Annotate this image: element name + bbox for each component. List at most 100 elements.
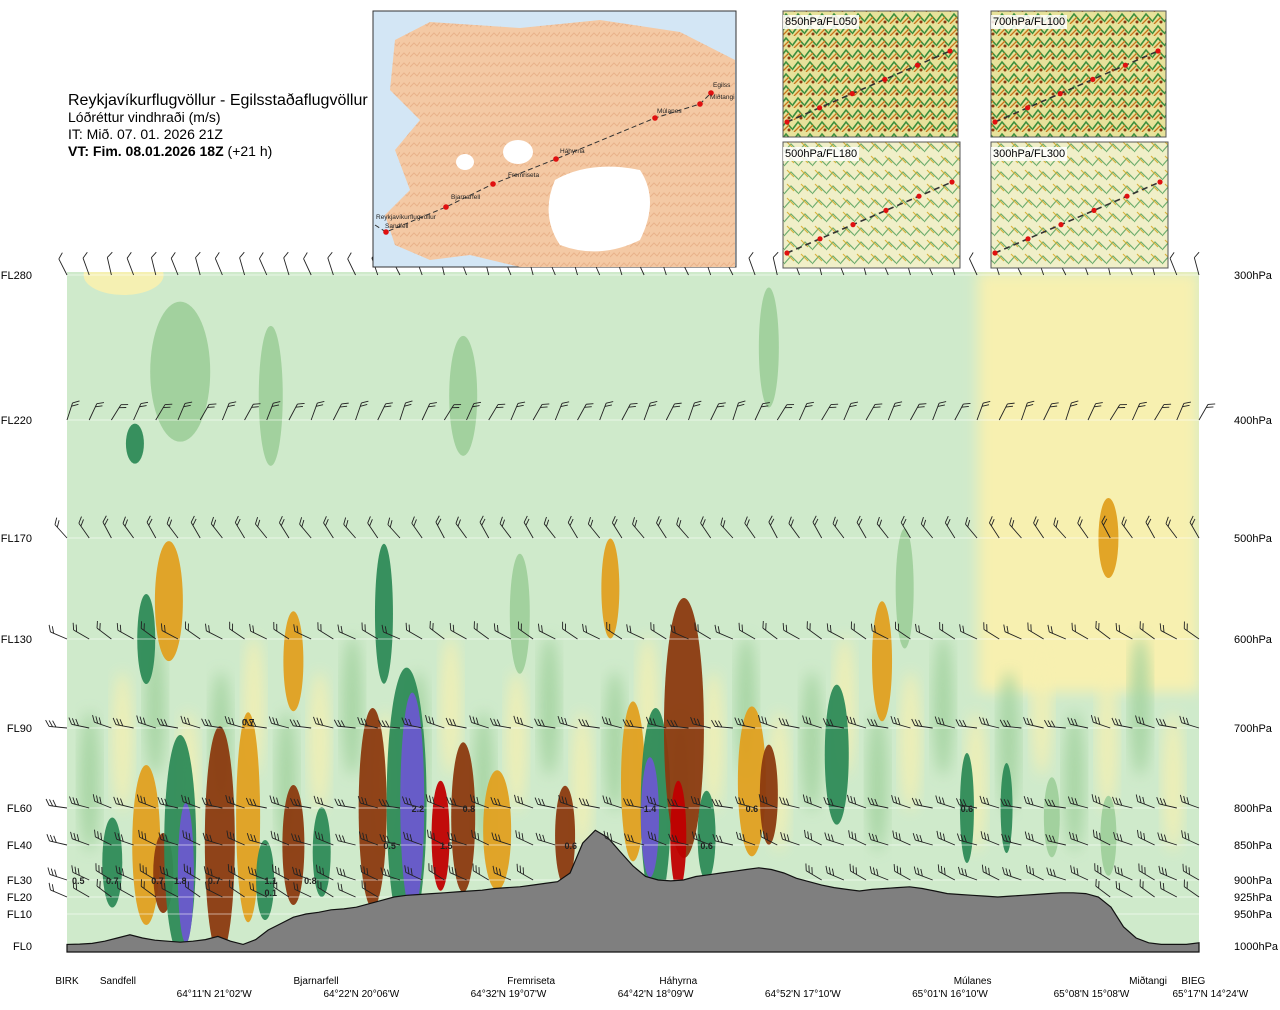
wind-barb-flag [1142,796,1145,805]
wind-barb-flag [1159,718,1163,726]
wind-barb-staff [49,805,68,809]
map-glacier [456,154,474,170]
wind-barb-flag [425,715,428,723]
wind-barb [455,516,467,539]
wind-barb [1095,878,1111,898]
wind-barb-flag [387,517,391,525]
wind-barb-flag [602,795,606,803]
wind-barb-flag [718,720,723,728]
wind-barb-flag [1067,796,1072,804]
wind-barb-flag [515,830,518,838]
wind-barb-flag [978,716,983,724]
wind-barb-staff [214,258,223,276]
field-cell [1031,635,1052,776]
map-glacier [548,166,650,252]
wind-barb-flag [273,401,281,404]
wind-barb-staff [50,631,68,640]
wind-barb [578,718,600,729]
left-axis-label: FL130 [1,634,32,646]
wind-barb-flag [1049,405,1058,408]
wind-barb-flag [878,519,883,527]
wind-barb [532,403,550,421]
wind-barb-flag [160,881,163,889]
wind-barb-staff [49,840,68,846]
wind-barb-flag [606,401,614,404]
wind-barb-flag [143,881,145,889]
wind-barb-flag [1074,624,1076,632]
wind-barb [714,624,734,640]
wind-barb-flag [225,795,228,803]
wind-barb-flag [1155,718,1160,726]
wind-barb-flag [119,882,122,891]
panel-waypoint [992,119,998,125]
wind-barb-staff [259,258,268,276]
variable-subtitle: Lóðréttur vindhraði (m/s) [68,109,221,125]
wind-barb-flag [1167,519,1171,527]
field-cell [621,701,645,862]
wind-barb-flag [317,622,319,630]
wind-barb-flag [632,517,635,525]
wind-barb [1046,867,1066,881]
wind-barb-flag [1023,717,1027,725]
wind-barb-flag [68,717,73,725]
field-cell [900,671,921,812]
wind-barb-flag [941,718,945,726]
wind-barb [68,717,90,729]
wind-barb [690,796,711,809]
wind-barb-flag [1159,623,1162,631]
wind-barb-flag [1047,720,1052,727]
wind-barb-flag [47,867,51,875]
right-axis-label: 925hPa [1234,892,1273,904]
wind-barb [303,252,312,276]
wind-barb [1053,517,1067,539]
wind-barb-flag [141,831,144,839]
wind-barb-flag [1096,831,1098,839]
wind-barb-flag [762,402,770,405]
wind-barb-flag [386,835,390,843]
wind-barb-flag [955,719,960,727]
wind-barb-staff [327,257,334,276]
wind-barb-flag [497,798,501,806]
wind-barb-flag [411,516,415,524]
wind-barb-flag [1045,834,1049,842]
wind-barb-flag [361,796,365,805]
wind-barb-flag [944,515,949,523]
wind-barb [626,624,645,640]
wind-barb-flag [78,516,82,524]
wind-barb [1112,796,1133,809]
wind-barb [1113,832,1133,846]
wind-barb-flag [691,831,695,839]
left-axis-label: FL280 [1,270,32,282]
map-place-label: Reykjavíkurflugvöllur [376,214,437,221]
wind-barb-flag [1169,252,1175,259]
wind-barb-flag [231,797,235,805]
wind-barb-flag [778,717,783,725]
wind-barb-flag [276,797,279,805]
wind-barb-flag [518,831,521,839]
wind-barb [665,402,682,421]
wind-barb-flag [166,516,170,524]
wind-barb-flag [1186,881,1188,889]
wind-barb [310,400,325,421]
wind-barb [954,402,971,421]
wind-barb-flag [432,623,434,631]
wind-barb-flag [1159,881,1162,889]
panel-waypoint [1122,62,1128,68]
wind-barb-flag [227,404,235,407]
field-cell [640,757,659,878]
wind-barb-flag [210,516,214,524]
wind-barb-flag [1092,829,1095,837]
wind-barb [856,515,867,539]
wind-barb-flag [140,401,149,404]
wind-barb-flag [208,798,213,806]
wind-barb-flag [143,623,145,631]
wind-barb-flag [785,798,790,806]
wind-barb-flag [140,621,142,629]
wind-barb [602,795,623,809]
wind-barb-flag [915,798,919,806]
wind-barb [140,621,157,640]
wind-barb-flag [714,720,719,727]
wind-barb-flag [849,404,857,408]
wind-barb-flag [362,832,365,840]
wind-barb-flag [671,834,675,842]
